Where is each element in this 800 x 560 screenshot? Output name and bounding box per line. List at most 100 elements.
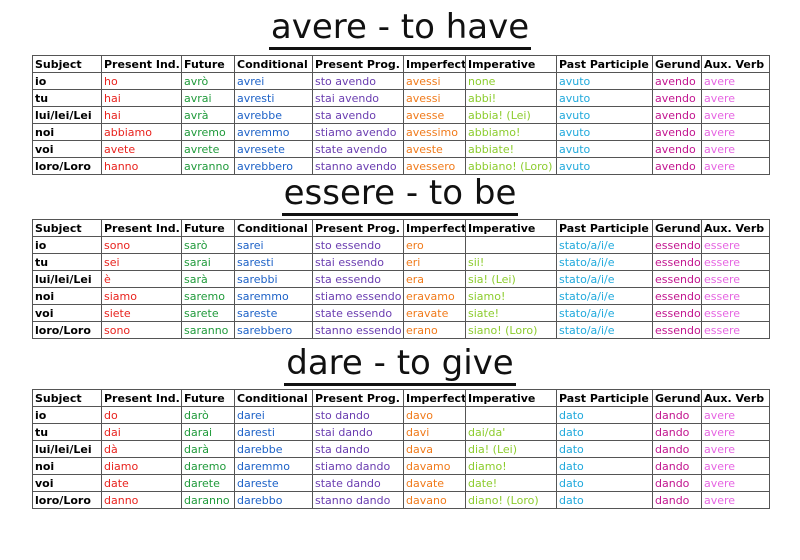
future-cell: daranno <box>181 491 235 509</box>
auxiliary-cell: essere <box>701 304 770 322</box>
imperfect-cell: dava <box>403 440 466 458</box>
future-cell: darò <box>181 406 235 424</box>
subject-cell: voi <box>32 474 102 492</box>
table-row: io ho avrò avrei sto avendo avessi none avuto av… <box>32 72 770 90</box>
header-row: Subject Present Ind. Future Conditional Pres… <box>32 389 770 407</box>
participle-cell: avuto <box>556 72 653 90</box>
auxiliary-cell: avere <box>701 72 770 90</box>
participle-cell: dato <box>556 440 653 458</box>
present-cell: ho <box>101 72 182 90</box>
gerund-cell: essendo <box>652 304 702 322</box>
gerund-cell: essendo <box>652 236 702 254</box>
imperfect-cell: avesse <box>403 106 466 124</box>
table-row: noi diamo daremo daremmo stiamo dando davamo d… <box>32 457 770 475</box>
header-conditional: Conditional <box>234 55 313 73</box>
header-imperfect: Imperfect <box>403 219 466 237</box>
header-gerund: Gerund <box>652 389 702 407</box>
header-auxiliary: Aux. Verb <box>701 55 770 73</box>
header-imperative: Imperative <box>465 219 557 237</box>
future-cell: sarai <box>181 253 235 271</box>
conditional-cell: avrei <box>234 72 313 90</box>
future-cell: saremo <box>181 287 235 305</box>
future-cell: daremo <box>181 457 235 475</box>
header-future: Future <box>181 219 235 237</box>
imperative-cell: abbi! <box>465 89 557 107</box>
future-cell: sarete <box>181 304 235 322</box>
auxiliary-cell: avere <box>701 491 770 509</box>
header-participle: Past Participle <box>556 389 653 407</box>
conditional-cell: saremmo <box>234 287 313 305</box>
participle-cell: avuto <box>556 157 653 175</box>
subject-cell: loro/Loro <box>32 321 102 339</box>
participle-cell: stato/a/i/e <box>556 236 653 254</box>
subject-cell: loro/Loro <box>32 491 102 509</box>
progressive-cell: stiamo essendo <box>312 287 404 305</box>
header-gerund: Gerund <box>652 55 702 73</box>
progressive-cell: stiamo avendo <box>312 123 404 141</box>
gerund-cell: avendo <box>652 72 702 90</box>
table-row: tu dai darai daresti stai dando davi dai/da' da… <box>32 423 770 441</box>
imperative-cell: abbiano! (Loro) <box>465 157 557 175</box>
conjugation-table-essere: Subject Present Ind. Future Conditional Pres… <box>32 219 770 339</box>
gerund-cell: dando <box>652 457 702 475</box>
conditional-cell: avremmo <box>234 123 313 141</box>
conditional-cell: dareste <box>234 474 313 492</box>
participle-cell: stato/a/i/e <box>556 287 653 305</box>
progressive-cell: stai dando <box>312 423 404 441</box>
participle-cell: dato <box>556 474 653 492</box>
progressive-cell: state avendo <box>312 140 404 158</box>
imperative-cell: diamo! <box>465 457 557 475</box>
imperfect-cell: avessimo <box>403 123 466 141</box>
subject-cell: lui/lei/Lei <box>32 440 102 458</box>
participle-cell: stato/a/i/e <box>556 321 653 339</box>
participle-cell: stato/a/i/e <box>556 253 653 271</box>
header-subject: Subject <box>32 55 102 73</box>
future-cell: sarà <box>181 270 235 288</box>
present-cell: hai <box>101 106 182 124</box>
progressive-cell: sta avendo <box>312 106 404 124</box>
imperative-cell: siano! (Loro) <box>465 321 557 339</box>
header-progressive: Present Prog. <box>312 389 404 407</box>
participle-cell: dato <box>556 491 653 509</box>
section-title-avere: avere - to have <box>0 8 800 50</box>
header-imperfect: Imperfect <box>403 389 466 407</box>
present-cell: siamo <box>101 287 182 305</box>
present-cell: dà <box>101 440 182 458</box>
conditional-cell: avresete <box>234 140 313 158</box>
auxiliary-cell: avere <box>701 457 770 475</box>
participle-cell: avuto <box>556 123 653 141</box>
imperative-cell: abbia! (Lei) <box>465 106 557 124</box>
conditional-cell: darebbo <box>234 491 313 509</box>
conditional-cell: saresti <box>234 253 313 271</box>
gerund-cell: dando <box>652 440 702 458</box>
conditional-cell: sareste <box>234 304 313 322</box>
auxiliary-cell: essere <box>701 321 770 339</box>
imperfect-cell: avessero <box>403 157 466 175</box>
auxiliary-cell: avere <box>701 123 770 141</box>
imperative-cell: sii! <box>465 253 557 271</box>
auxiliary-cell: essere <box>701 270 770 288</box>
future-cell: avrete <box>181 140 235 158</box>
subject-cell: noi <box>32 123 102 141</box>
subject-cell: tu <box>32 423 102 441</box>
present-cell: è <box>101 270 182 288</box>
imperative-cell: abbiate! <box>465 140 557 158</box>
present-cell: hai <box>101 89 182 107</box>
future-cell: darai <box>181 423 235 441</box>
imperfect-cell: era <box>403 270 466 288</box>
table-row: loro/Loro danno daranno darebbo stanno dando… <box>32 491 770 509</box>
imperfect-cell: aveste <box>403 140 466 158</box>
gerund-cell: avendo <box>652 106 702 124</box>
participle-cell: stato/a/i/e <box>556 270 653 288</box>
table-row: lui/lei/Lei hai avrà avrebbe sta avendo avess… <box>32 106 770 124</box>
imperative-cell: date! <box>465 474 557 492</box>
auxiliary-cell: essere <box>701 253 770 271</box>
header-present: Present Ind. <box>101 389 182 407</box>
imperfect-cell: ero <box>403 236 466 254</box>
present-cell: siete <box>101 304 182 322</box>
table-row: io sono sarò sarei sto essendo ero stato/a/i/e… <box>32 236 770 254</box>
subject-cell: lui/lei/Lei <box>32 270 102 288</box>
auxiliary-cell: essere <box>701 236 770 254</box>
table-row: voi date darete dareste state dando davate dat… <box>32 474 770 492</box>
